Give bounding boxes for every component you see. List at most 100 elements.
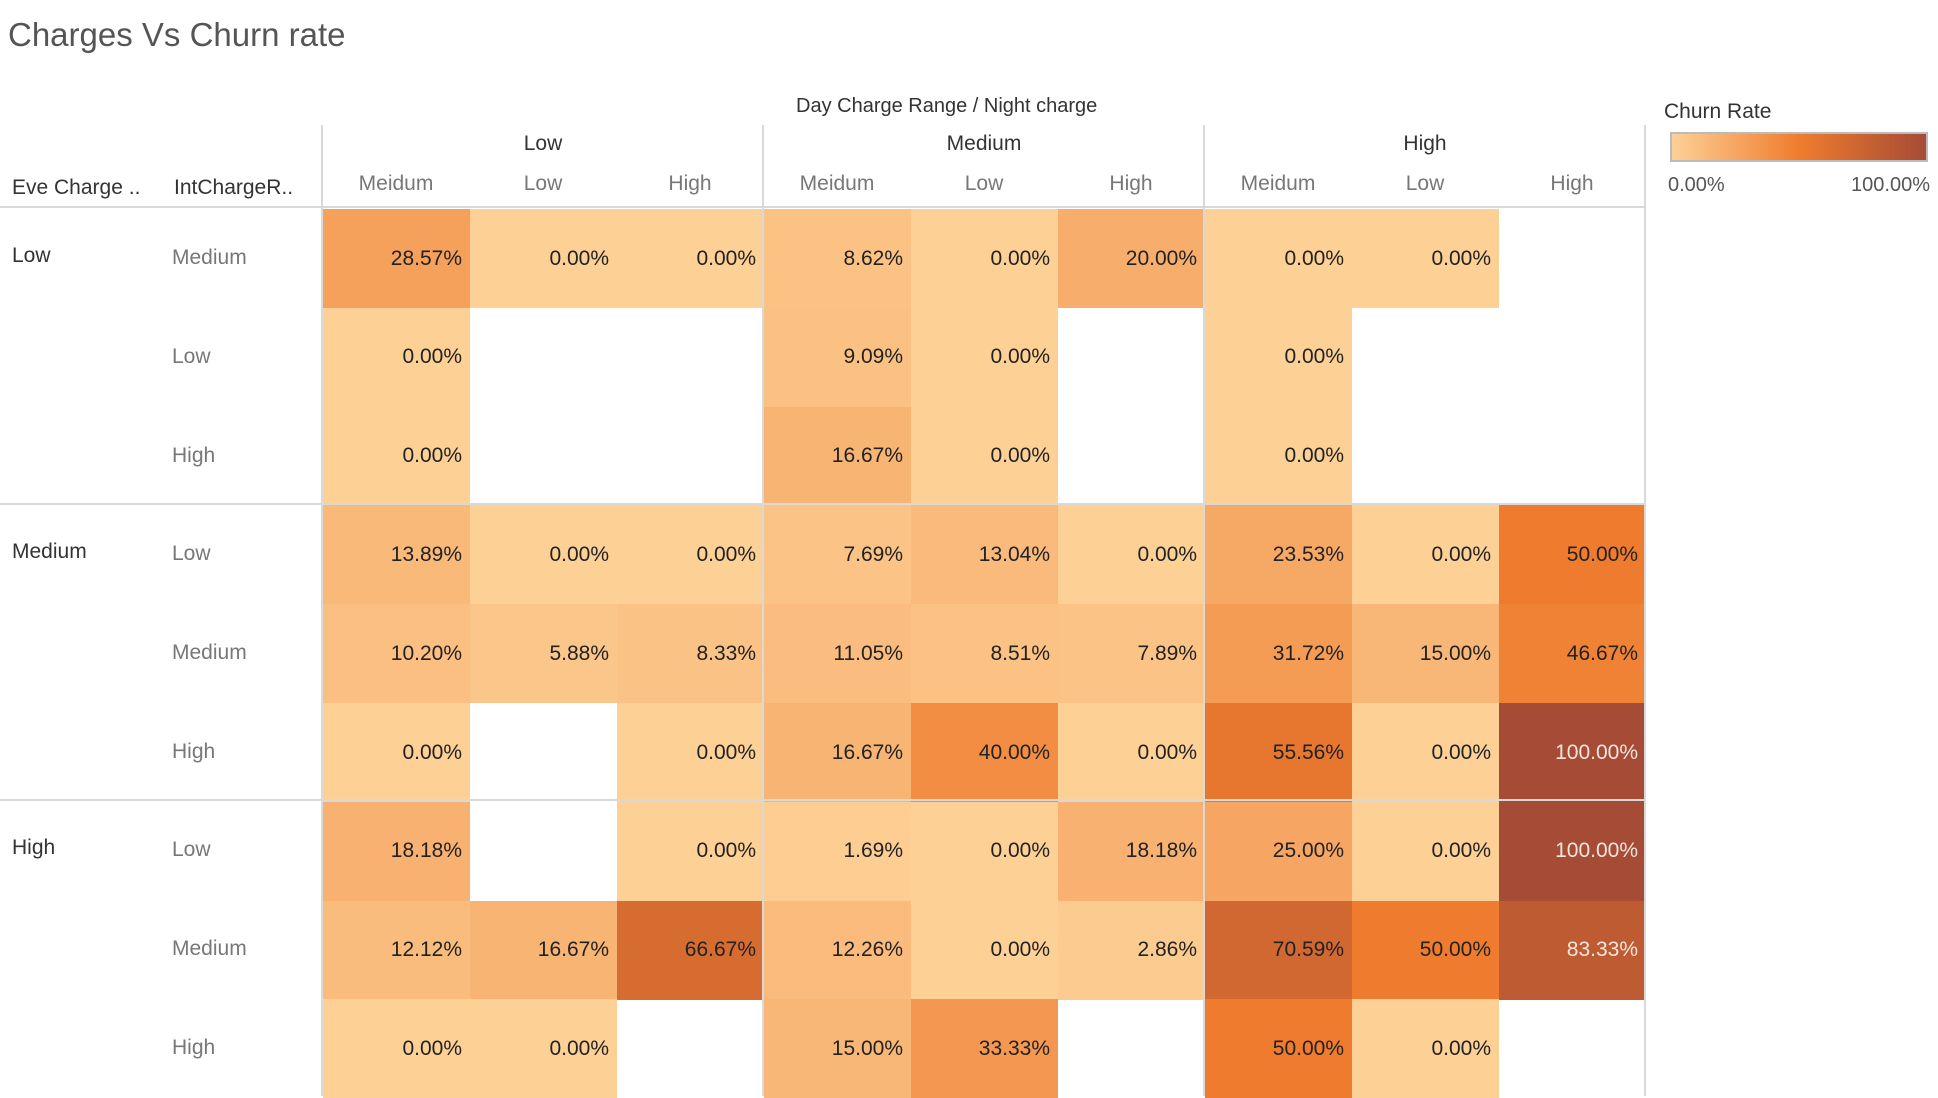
row-group-high: High: [12, 836, 56, 859]
legend-min-label: 0.00%: [1668, 174, 1725, 196]
heatmap-cell[interactable]: 25.00%: [1205, 801, 1352, 901]
col-sub-header: Meidum: [1240, 172, 1316, 195]
row-sub-header: High: [172, 740, 216, 763]
heatmap-cell[interactable]: 2.86%: [1058, 900, 1205, 1000]
heatmap-cell[interactable]: 16.67%: [470, 900, 617, 1000]
divider: [762, 125, 764, 1096]
row-sub-header: Low: [172, 542, 211, 565]
heatmap-cell[interactable]: 50.00%: [1499, 505, 1646, 605]
heatmap-cell[interactable]: 0.00%: [323, 307, 470, 407]
heatmap-cell[interactable]: 0.00%: [617, 703, 764, 802]
row-sub-header: Medium: [172, 641, 247, 664]
heatmap-cell[interactable]: 10.20%: [323, 604, 470, 704]
heatmap-cell[interactable]: 0.00%: [470, 505, 617, 605]
heatmap-cell[interactable]: 0.00%: [323, 406, 470, 506]
heatmap-cell[interactable]: 70.59%: [1205, 900, 1352, 1000]
heatmap-cell[interactable]: 8.62%: [764, 209, 911, 308]
heatmap-cell[interactable]: 0.00%: [323, 703, 470, 802]
col-group-high: High: [1403, 132, 1447, 155]
heatmap-cell[interactable]: 0.00%: [1205, 209, 1352, 308]
divider: [0, 799, 1646, 801]
heatmap-cell[interactable]: 46.67%: [1499, 604, 1646, 704]
heatmap-cell[interactable]: 0.00%: [1205, 307, 1352, 407]
heatmap-cell[interactable]: 12.12%: [323, 900, 470, 1000]
heatmap-cell[interactable]: 0.00%: [911, 307, 1058, 407]
heatmap-cell[interactable]: 8.33%: [617, 604, 764, 704]
col-group-low: Low: [523, 132, 563, 155]
heatmap-cell[interactable]: 0.00%: [470, 999, 617, 1098]
col-sub-header: High: [668, 172, 712, 195]
heatmap-cell[interactable]: 0.00%: [911, 406, 1058, 506]
row-group-medium: Medium: [12, 540, 87, 563]
heatmap-cell[interactable]: 16.67%: [764, 406, 911, 506]
heatmap-cell[interactable]: 12.26%: [764, 900, 911, 1000]
heatmap-cell[interactable]: 0.00%: [1352, 999, 1499, 1098]
heatmap-cell[interactable]: 40.00%: [911, 703, 1058, 802]
row-sub-header: Low: [172, 345, 211, 368]
row-dimension-2-label[interactable]: IntChargeR..: [174, 176, 294, 199]
heatmap-cell[interactable]: 0.00%: [323, 999, 470, 1098]
heatmap-cell[interactable]: 55.56%: [1205, 703, 1352, 802]
heatmap-cell[interactable]: 50.00%: [1205, 999, 1352, 1098]
heatmap-cell[interactable]: 7.89%: [1058, 604, 1205, 704]
heatmap-cell[interactable]: 31.72%: [1205, 604, 1352, 704]
col-sub-header: Low: [523, 172, 563, 195]
row-sub-header: Low: [172, 838, 211, 861]
col-sub-header: Low: [1405, 172, 1445, 195]
row-group-low: Low: [12, 244, 51, 267]
heatmap-cell[interactable]: 20.00%: [1058, 209, 1205, 308]
heatmap-cell[interactable]: 0.00%: [617, 505, 764, 605]
heatmap-cell[interactable]: 0.00%: [617, 209, 764, 308]
divider: [1203, 125, 1205, 1096]
col-sub-header: High: [1109, 172, 1153, 195]
heatmap-cell[interactable]: 33.33%: [911, 999, 1058, 1098]
col-sub-header: Meidum: [799, 172, 875, 195]
heatmap-cell[interactable]: 0.00%: [1058, 505, 1205, 605]
heatmap-cell[interactable]: 9.09%: [764, 307, 911, 407]
heatmap-cell[interactable]: 15.00%: [764, 999, 911, 1098]
heatmap-cell[interactable]: 0.00%: [1352, 703, 1499, 802]
row-sub-header: Medium: [172, 937, 247, 960]
heatmap-cell[interactable]: 8.51%: [911, 604, 1058, 704]
divider: [0, 503, 1646, 505]
heatmap-cell[interactable]: 0.00%: [911, 900, 1058, 1000]
heatmap-cell[interactable]: 15.00%: [1352, 604, 1499, 704]
heatmap-cell[interactable]: 0.00%: [1352, 505, 1499, 605]
legend-color-bar: [1670, 132, 1928, 162]
heatmap-cell[interactable]: 100.00%: [1499, 801, 1646, 901]
row-sub-header: High: [172, 444, 216, 467]
heatmap-cell[interactable]: 50.00%: [1352, 900, 1499, 1000]
heatmap-cell[interactable]: 83.33%: [1499, 900, 1646, 1000]
heatmap-cell[interactable]: 0.00%: [1352, 801, 1499, 901]
heatmap-cell[interactable]: 18.18%: [1058, 801, 1205, 901]
col-sub-header: Low: [964, 172, 1004, 195]
heatmap-cell[interactable]: 1.69%: [764, 801, 911, 901]
heatmap-cell[interactable]: 0.00%: [1058, 703, 1205, 802]
heatmap-cell[interactable]: 100.00%: [1499, 703, 1646, 802]
heatmap-cell[interactable]: 13.04%: [911, 505, 1058, 605]
row-dimension-1-label[interactable]: Eve Charge ..: [12, 176, 141, 199]
heatmap-cell[interactable]: 66.67%: [617, 900, 764, 1000]
heatmap-cell[interactable]: 28.57%: [323, 209, 470, 308]
heatmap-cell[interactable]: 0.00%: [470, 209, 617, 308]
heatmap-cell[interactable]: 0.00%: [1205, 406, 1352, 506]
heatmap-cell[interactable]: 0.00%: [911, 209, 1058, 308]
heatmap-cell[interactable]: 0.00%: [911, 801, 1058, 901]
heatmap-cell[interactable]: 0.00%: [617, 801, 764, 901]
row-sub-header: High: [172, 1036, 216, 1059]
col-group-medium: Medium: [946, 132, 1022, 155]
heatmap-cell[interactable]: 0.00%: [1352, 209, 1499, 308]
row-sub-header: Medium: [172, 246, 247, 269]
heatmap-cell[interactable]: 13.89%: [323, 505, 470, 605]
legend-title: Churn Rate: [1664, 100, 1772, 123]
heatmap-cell[interactable]: 5.88%: [470, 604, 617, 704]
heatmap-cell[interactable]: 7.69%: [764, 505, 911, 605]
heatmap-cell[interactable]: 16.67%: [764, 703, 911, 802]
heatmap-cell[interactable]: 11.05%: [764, 604, 911, 704]
legend-max-label: 100.00%: [1851, 174, 1930, 196]
divider: [321, 125, 323, 1096]
heatmap-cell[interactable]: 18.18%: [323, 801, 470, 901]
heatmap-cell[interactable]: 23.53%: [1205, 505, 1352, 605]
divider: [1644, 125, 1646, 1096]
column-dimension-label: Day Charge Range / Night charge: [796, 95, 1098, 117]
